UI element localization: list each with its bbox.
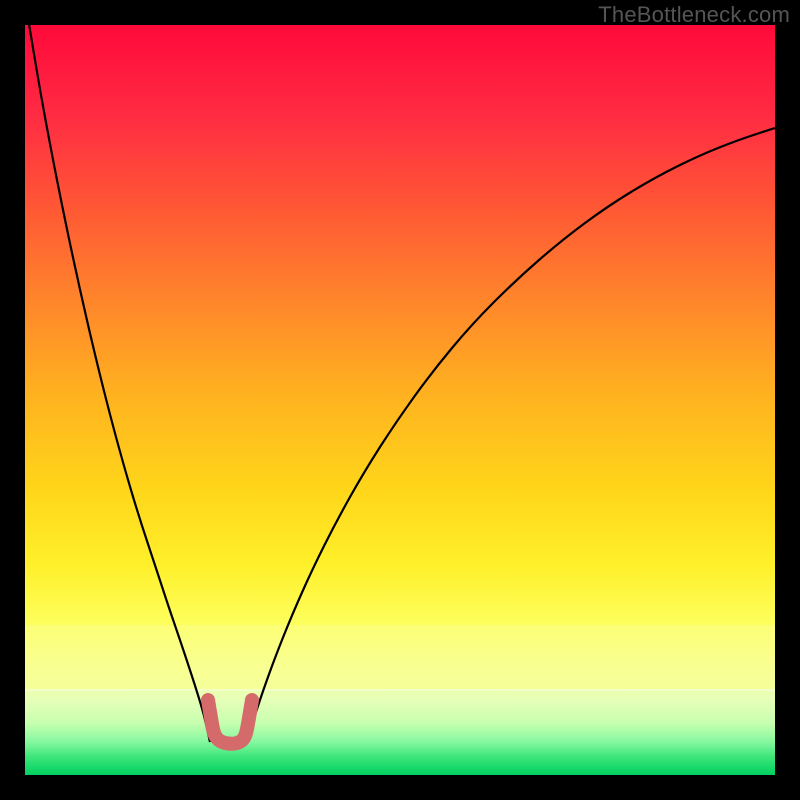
bucket-dot [245, 721, 252, 728]
curves-svg [25, 25, 775, 775]
chart-root: TheBottleneck.com [0, 0, 800, 800]
bucket-dot [215, 737, 222, 744]
bucket-dot [209, 721, 216, 728]
bucket-dot [240, 737, 247, 744]
watermark-text: TheBottleneck.com [598, 2, 790, 28]
curve-left [25, 25, 210, 742]
bucket-dot [205, 697, 212, 704]
curve-right [246, 128, 775, 742]
bucket-dot [249, 697, 256, 704]
bucket-dot [243, 731, 250, 738]
bucket-dot [247, 709, 254, 716]
bucket-dot [221, 740, 228, 747]
plot-area [25, 25, 775, 775]
chart-frame [0, 0, 800, 800]
bucket-dot [207, 709, 214, 716]
bucket-dot [211, 731, 218, 738]
bucket-dot [229, 741, 236, 748]
